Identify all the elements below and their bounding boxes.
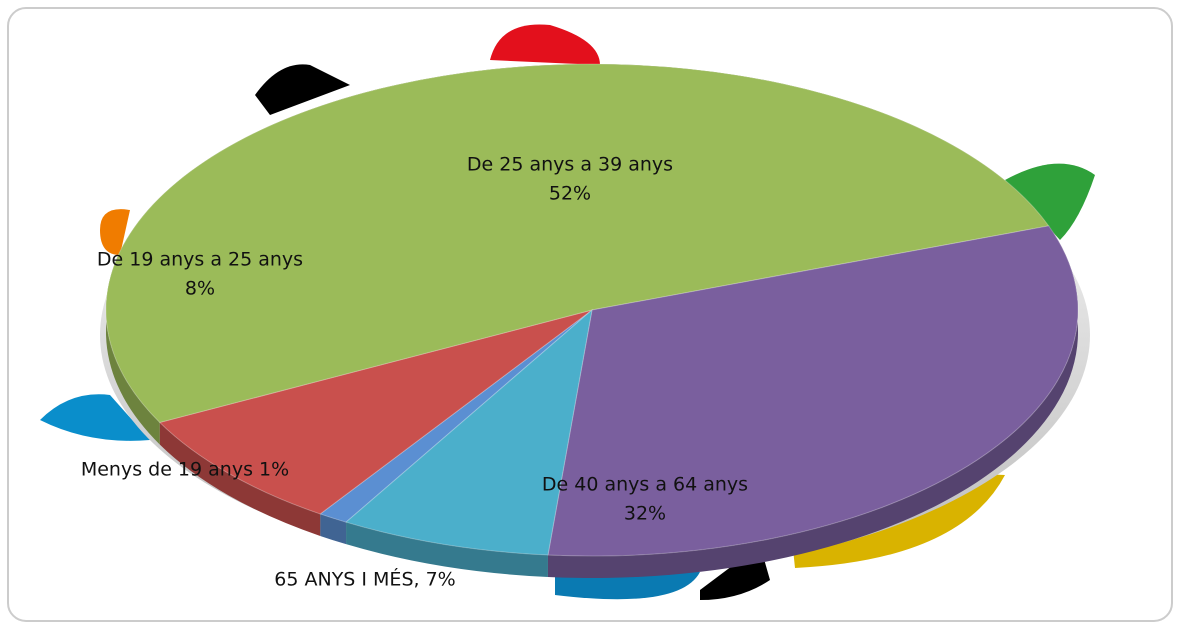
chart-canvas [0, 0, 1180, 629]
data-label: De 25 anys a 39 anys 52% [460, 151, 680, 210]
chart: Menys de 19 anys 1% De 19 anys a 25 anys … [0, 0, 1180, 629]
data-label: 65 ANYS I MÉS, 7% [165, 565, 565, 594]
data-label: De 40 anys a 64 anys 32% [535, 471, 755, 530]
data-label: Menys de 19 anys 1% [70, 455, 300, 484]
data-label: De 19 anys a 25 anys 8% [90, 246, 310, 305]
